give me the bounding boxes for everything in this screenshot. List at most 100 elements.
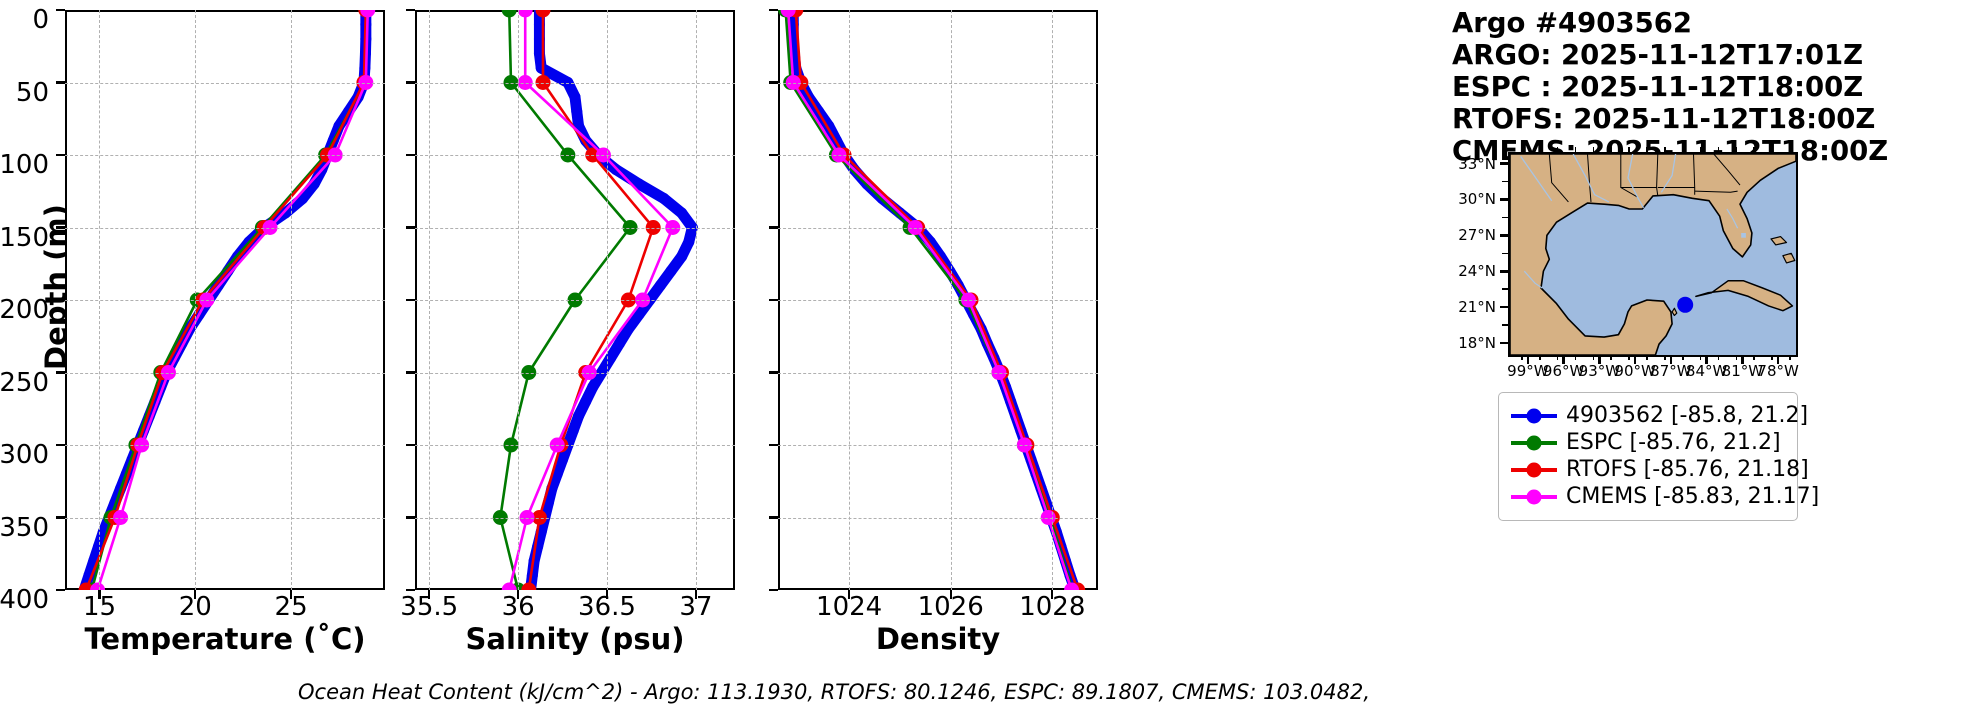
map-lon-top-tick — [1789, 147, 1791, 152]
y-tick-mark — [56, 443, 65, 447]
map-border-1 — [1548, 154, 1569, 203]
x-tick-label: 1026 — [917, 592, 984, 622]
legend-label-cmems: CMEMS [-85.83, 21.17] — [1566, 484, 1820, 509]
x-tick-label: 15 — [82, 592, 117, 622]
series-marker-4903562 — [587, 382, 598, 393]
map-lon-label: 87°W — [1650, 362, 1692, 380]
y-tick-mark — [406, 8, 415, 12]
map-lon-top-tick — [1664, 147, 1666, 152]
y-tick-mark — [406, 371, 415, 374]
x-tick-label: 1024 — [816, 592, 883, 622]
map-lat-label: 33°N — [1458, 154, 1496, 173]
gridline-horizontal — [778, 445, 1098, 446]
header-line-espc-time: ESPC : 2025-11-12T18:00Z — [1452, 70, 1864, 103]
gridline-horizontal — [65, 155, 385, 156]
map-border-9 — [1713, 154, 1741, 186]
map-lon-top-tick — [1717, 147, 1720, 152]
map-lon-top-tick — [1538, 147, 1541, 152]
legend-item-cmems[interactable]: CMEMS [-85.83, 21.17] — [1511, 483, 1819, 510]
map-lat-minor-tick — [1502, 342, 1508, 344]
gridline-horizontal — [778, 517, 1098, 519]
series-marker-4903562 — [634, 179, 645, 190]
map-lon-top-tick — [1521, 147, 1523, 152]
map-lon-minor-tick — [1771, 355, 1773, 360]
series-marker-4903562 — [568, 425, 579, 436]
y-tick-mark — [769, 443, 778, 447]
map-lat-minor-tick — [1502, 252, 1508, 255]
series-marker-4903562 — [683, 237, 694, 248]
map-border-8 — [1694, 190, 1738, 193]
series-marker-cmems — [518, 3, 533, 18]
map-lat-minor-tick — [1502, 288, 1508, 290]
y-tick-mark — [769, 81, 778, 84]
y-tick-mark — [56, 8, 65, 12]
x-tick-label: 35.5 — [400, 592, 459, 622]
map-lat-label: 18°N — [1458, 334, 1496, 353]
map-land-bahamas-1 — [1770, 236, 1788, 246]
map-lon-top-tick — [1735, 147, 1738, 152]
map-lon-top-tick — [1574, 147, 1577, 152]
gridline-vertical — [950, 10, 952, 590]
series-marker-4903562 — [655, 280, 666, 291]
x-tick-label: 36.5 — [578, 592, 636, 622]
map-lon-minor-tick — [1574, 355, 1577, 360]
gridline-vertical — [607, 10, 608, 590]
legend-item-rtofs[interactable]: RTOFS [-85.76, 21.18] — [1511, 456, 1809, 483]
map-river-3 — [1627, 154, 1645, 209]
gridline-horizontal — [415, 445, 735, 446]
series-marker-4903562 — [676, 208, 687, 219]
map-lon-label: 78°W — [1757, 362, 1799, 380]
y-tick-mark — [769, 226, 778, 229]
gridline-horizontal — [65, 82, 385, 84]
series-legend: 4903562 [-85.8, 21.2] ESPC [-85.76, 21.2]… — [1498, 392, 1819, 521]
argo-header: Argo #4903562 ARGO: 2025-11-12T17:01Z ES… — [1452, 7, 1888, 167]
y-tick-mark — [406, 153, 415, 157]
y-tick-mark — [406, 298, 415, 302]
map-lon-tick — [1776, 355, 1780, 364]
gridline-horizontal — [415, 82, 735, 84]
map-lon-label: 99°W — [1507, 362, 1549, 380]
map-lat-label: 21°N — [1458, 298, 1496, 317]
series-marker-4903562 — [536, 63, 547, 74]
gridline-vertical — [291, 10, 293, 590]
gridline-horizontal — [415, 517, 735, 519]
float-location-marker[interactable] — [1677, 296, 1694, 313]
temperature-panel: 0 50 100 150 200 250 300 350 400 — [0, 10, 385, 615]
y-tick-mark — [406, 588, 415, 592]
map-river-4 — [1660, 154, 1677, 193]
map-lon-top-tick — [1646, 147, 1648, 152]
series-marker-4903562 — [676, 251, 687, 262]
temperature-series-svg — [65, 10, 385, 590]
map-river-5 — [1726, 208, 1739, 229]
series-marker-cmems — [360, 3, 375, 18]
y-tick-mark — [769, 298, 778, 302]
y-tick-mark — [56, 588, 65, 592]
density-axis-title: Density — [875, 622, 1001, 656]
legend-swatch-espc — [1511, 435, 1557, 450]
density-panel — [769, 10, 1098, 599]
location-inset-map[interactable] — [1508, 152, 1798, 357]
y-tick-mark — [56, 226, 65, 229]
gridline-horizontal — [65, 517, 385, 519]
y-tick-mark — [769, 8, 778, 12]
x-tick-mark — [290, 590, 293, 599]
salinity-axis-title: Salinity (psu) — [465, 622, 685, 656]
map-lon-tick — [1669, 355, 1673, 364]
map-lon-minor-tick — [1521, 355, 1523, 360]
legend-label-espc: ESPC [-85.76, 21.2] — [1566, 430, 1781, 455]
series-marker-4903562 — [623, 324, 634, 335]
legend-item-argo[interactable]: 4903562 [-85.8, 21.2] — [1511, 402, 1808, 429]
series-marker-4903562 — [580, 396, 591, 407]
depth-tick-label: 300 — [0, 440, 49, 470]
depth-tick-label: 150 — [0, 222, 49, 253]
series-marker-4903562 — [658, 193, 669, 204]
map-lon-tick — [1705, 355, 1708, 364]
map-lon-minor-tick — [1646, 355, 1648, 360]
map-lat-minor-tick — [1502, 216, 1508, 219]
x-tick-label: 1028 — [1019, 592, 1086, 622]
legend-item-espc[interactable]: ESPC [-85.76, 21.2] — [1511, 429, 1785, 456]
series-marker-rtofs — [536, 3, 551, 18]
map-lon-minor-tick — [1735, 355, 1738, 360]
series-marker-4903562 — [573, 411, 584, 422]
depth-tick-label: 400 — [0, 585, 49, 615]
